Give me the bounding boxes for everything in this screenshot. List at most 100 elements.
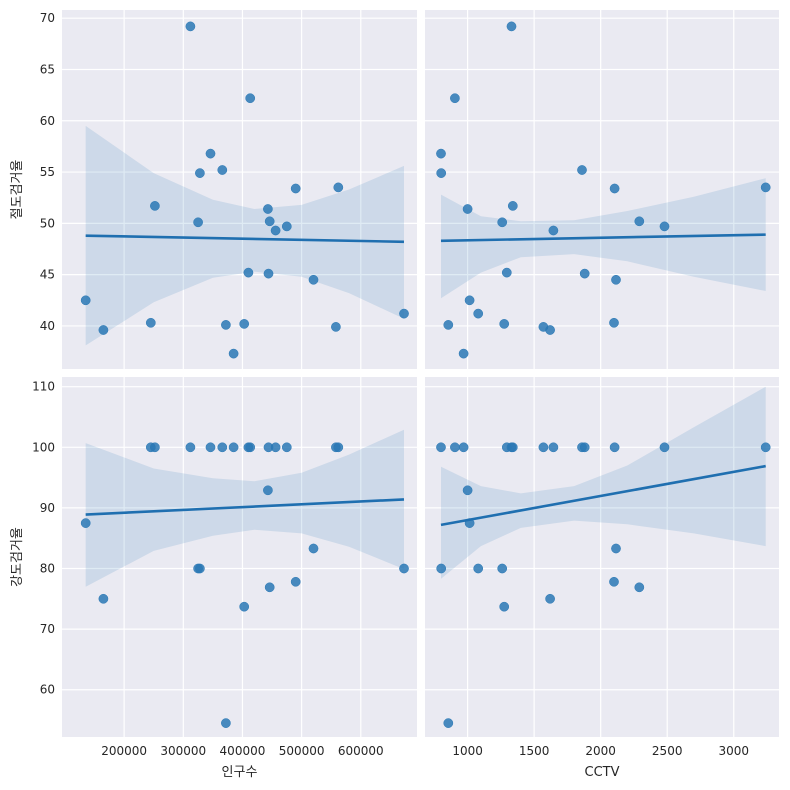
panel-top-left: 40 45 50 55 60 65 70 절도검거율: [10, 10, 417, 369]
data-point: [579, 268, 590, 279]
y-tick-label: 70: [40, 622, 55, 636]
y-tick-label: 65: [40, 62, 55, 76]
data-point: [548, 225, 559, 236]
data-point: [333, 442, 344, 453]
y-tick-label: 80: [40, 562, 55, 576]
data-point: [239, 319, 250, 329]
panel-bottom-right: 1000 1500 2000 2500 3000 CCTV: [425, 377, 779, 780]
x-tick-label: 500000: [279, 744, 325, 758]
data-point: [609, 317, 619, 328]
data-point: [263, 268, 274, 279]
data-point: [507, 442, 518, 453]
confidence-band: [441, 386, 766, 579]
x-tick-label: 1000: [452, 744, 483, 758]
data-point: [308, 274, 319, 285]
data-point: [145, 317, 156, 328]
data-point: [659, 442, 670, 453]
data-point: [228, 348, 239, 359]
data-point: [399, 308, 409, 319]
data-point: [150, 442, 160, 453]
data-point: [538, 442, 549, 453]
panel-bottom-left: 200000 300000 400000 500000 600000 60 70 80 90 10…: [10, 377, 417, 780]
data-point: [579, 442, 590, 453]
data-point: [80, 295, 91, 306]
data-point: [450, 442, 460, 453]
data-point: [228, 442, 239, 453]
data-point: [217, 442, 228, 453]
data-point: [609, 576, 619, 587]
y-tick-label: 100: [32, 440, 55, 454]
data-point: [548, 442, 559, 453]
data-point: [290, 183, 301, 194]
plot-area: [62, 377, 417, 737]
data-point: [611, 274, 621, 285]
regression-line: [85, 234, 405, 244]
regression-line: [440, 464, 766, 527]
x-tick-label: 200000: [101, 744, 147, 758]
y-tick-label: 70: [40, 11, 55, 25]
x-tick-label: 2500: [652, 744, 683, 758]
plot-area: [425, 377, 779, 737]
data-point: [436, 563, 447, 574]
y-tick-label: 45: [40, 268, 55, 282]
y-tick-label: 90: [40, 501, 55, 515]
data-point: [243, 267, 254, 278]
data-point: [205, 442, 216, 453]
data-point: [499, 601, 510, 612]
data-point: [507, 201, 518, 211]
data-point: [458, 348, 469, 359]
data-point: [545, 593, 555, 604]
data-point: [609, 442, 620, 453]
x-tick-label: 3000: [718, 744, 749, 758]
data-point: [245, 442, 256, 453]
regression-line: [440, 233, 766, 243]
data-point: [473, 563, 484, 574]
data-point: [760, 442, 771, 453]
data-point: [497, 563, 508, 574]
data-point: [577, 165, 587, 175]
data-point: [473, 308, 484, 319]
data-point: [462, 204, 473, 214]
data-point: [611, 543, 621, 554]
data-point: [193, 217, 203, 228]
x-tick-label: 2000: [585, 744, 616, 758]
data-point: [150, 201, 160, 211]
data-point: [458, 442, 469, 453]
panel-top-right: [425, 10, 779, 369]
y-tick-label: 60: [40, 683, 55, 697]
data-point: [98, 593, 109, 604]
x-tick-label: 400000: [220, 744, 266, 758]
data-point: [195, 563, 205, 574]
data-point: [264, 216, 275, 227]
data-point: [333, 182, 344, 193]
data-point: [443, 320, 454, 330]
data-point: [290, 576, 301, 587]
data-point: [436, 442, 446, 453]
regression-line: [85, 498, 405, 516]
data-point: [195, 168, 205, 178]
data-point: [634, 216, 645, 227]
x-tick-label: 1500: [519, 744, 550, 758]
y-axis-label: 강도검거율: [10, 527, 25, 587]
data-point: [609, 183, 620, 194]
data-point: [221, 320, 231, 330]
y-axis-label: 절도검거율: [10, 160, 25, 220]
data-point: [436, 148, 446, 159]
x-tick-label: 600000: [338, 744, 384, 758]
data-point: [499, 319, 510, 329]
y-tick-label: 60: [40, 114, 55, 128]
data-point: [545, 325, 555, 335]
data-point: [205, 148, 216, 159]
data-point: [239, 601, 250, 612]
data-point: [185, 21, 196, 32]
y-tick-label: 110: [32, 380, 55, 394]
x-tick-label: 300000: [160, 744, 206, 758]
data-point: [217, 165, 228, 175]
data-point: [270, 442, 281, 453]
data-point: [443, 718, 454, 728]
data-point: [436, 168, 447, 178]
data-point: [263, 485, 273, 496]
x-axis-label: 인구수: [222, 765, 258, 780]
data-point: [263, 204, 273, 214]
